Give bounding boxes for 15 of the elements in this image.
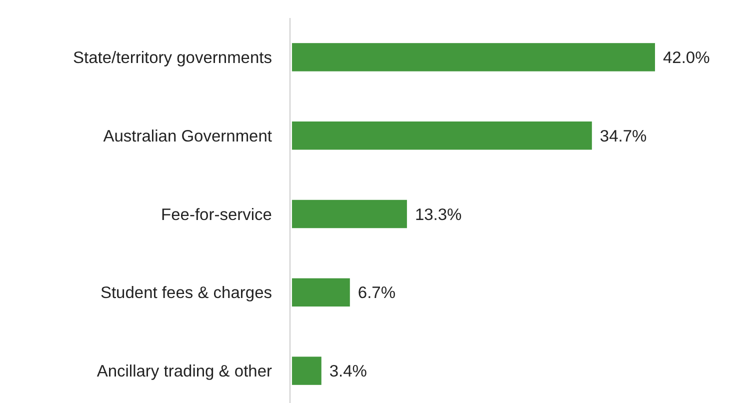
y-tick-label: Australian Government <box>103 127 272 146</box>
bar <box>292 121 592 150</box>
data-label: 6.7% <box>358 284 396 302</box>
bar <box>292 356 322 385</box>
data-label: 13.3% <box>414 206 462 224</box>
data-label: 34.7% <box>600 127 648 146</box>
bar <box>292 43 655 72</box>
y-tick-label: Student fees & charges <box>100 284 272 302</box>
bar <box>292 278 350 307</box>
y-tick-label: Fee-for-service <box>161 206 272 224</box>
bar <box>292 200 407 228</box>
y-tick-label: State/territory governments <box>73 48 272 67</box>
data-label: 3.4% <box>329 362 368 381</box>
data-label: 42.0% <box>663 48 710 67</box>
y-tick-label: Ancillary trading & other <box>96 362 272 381</box>
